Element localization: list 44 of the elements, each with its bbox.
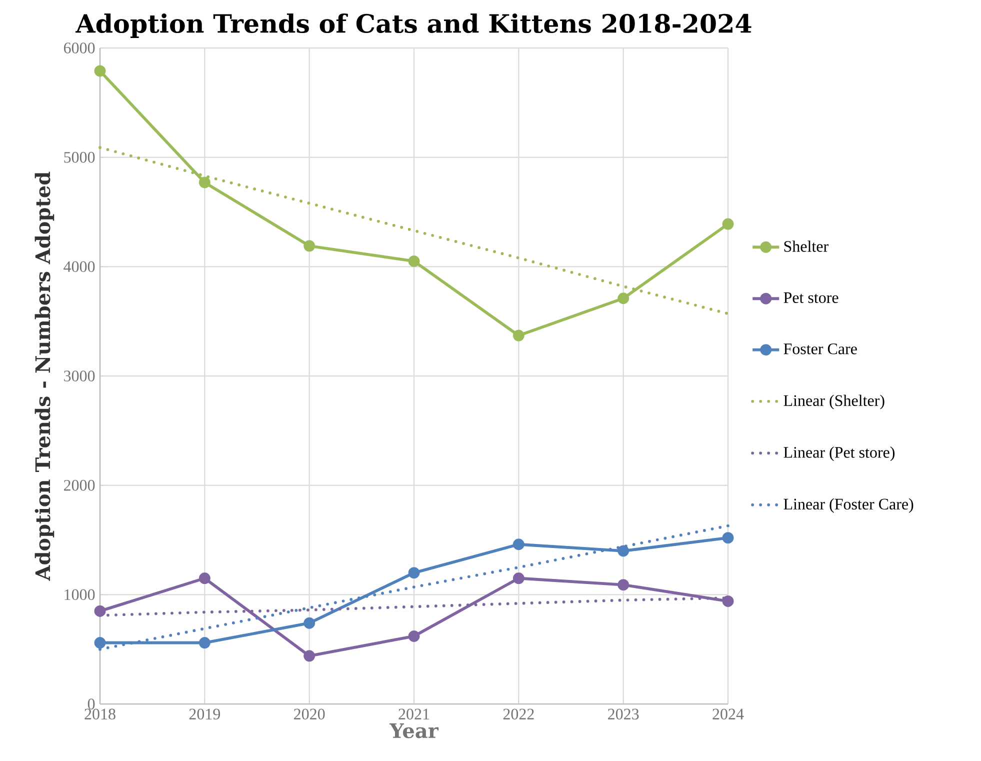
x-tick-label: 2022 <box>503 708 534 720</box>
point <box>722 595 734 607</box>
legend-label: Linear (Shelter) <box>784 394 884 410</box>
y-tick-label: 2000 <box>64 480 95 491</box>
y-tick-label: 1000 <box>64 589 95 600</box>
x-tick-label: 2019 <box>189 708 220 720</box>
point <box>198 572 210 584</box>
point <box>512 572 524 584</box>
point <box>618 545 630 557</box>
point <box>722 218 734 230</box>
point <box>408 255 420 267</box>
y-tick-label: 6000 <box>64 42 95 54</box>
legend-label: Foster Care <box>784 344 857 354</box>
x-tick-label: 2021 <box>398 708 430 720</box>
legend-label: Pet store <box>784 292 838 303</box>
legend-label: Shelter <box>784 240 828 252</box>
point <box>512 538 524 550</box>
point <box>304 240 316 252</box>
y-tick-label: 4000 <box>64 261 95 272</box>
point <box>94 65 106 77</box>
y-tick-label: 3000 <box>64 370 95 382</box>
point <box>722 532 734 544</box>
y-tick-label: 0 <box>88 698 95 710</box>
x-tick-label: 2020 <box>294 708 325 720</box>
point <box>94 605 106 617</box>
chart-title: Adoption Trends of Cats and Kittens 2018-2024 <box>75 13 752 38</box>
x-tick-label: 2023 <box>608 708 639 720</box>
point <box>94 637 106 649</box>
x-tick-label: 2018 <box>84 708 116 720</box>
legend-label: Linear (Foster Care) <box>784 498 914 513</box>
point <box>198 637 210 649</box>
point <box>304 617 316 629</box>
point <box>304 650 316 662</box>
point <box>512 330 524 342</box>
x-axis-title: Year <box>389 723 439 738</box>
point <box>198 176 210 188</box>
y-axis-title: Adoption Trends - Numbers Adopted <box>34 172 54 581</box>
x-tick-label: 2024 <box>712 708 744 720</box>
point <box>408 630 420 642</box>
y-tick-label: 5000 <box>64 152 95 163</box>
point <box>618 292 630 304</box>
point <box>408 567 420 579</box>
legend-label: Linear (Pet store) <box>784 446 895 462</box>
point <box>618 579 630 591</box>
